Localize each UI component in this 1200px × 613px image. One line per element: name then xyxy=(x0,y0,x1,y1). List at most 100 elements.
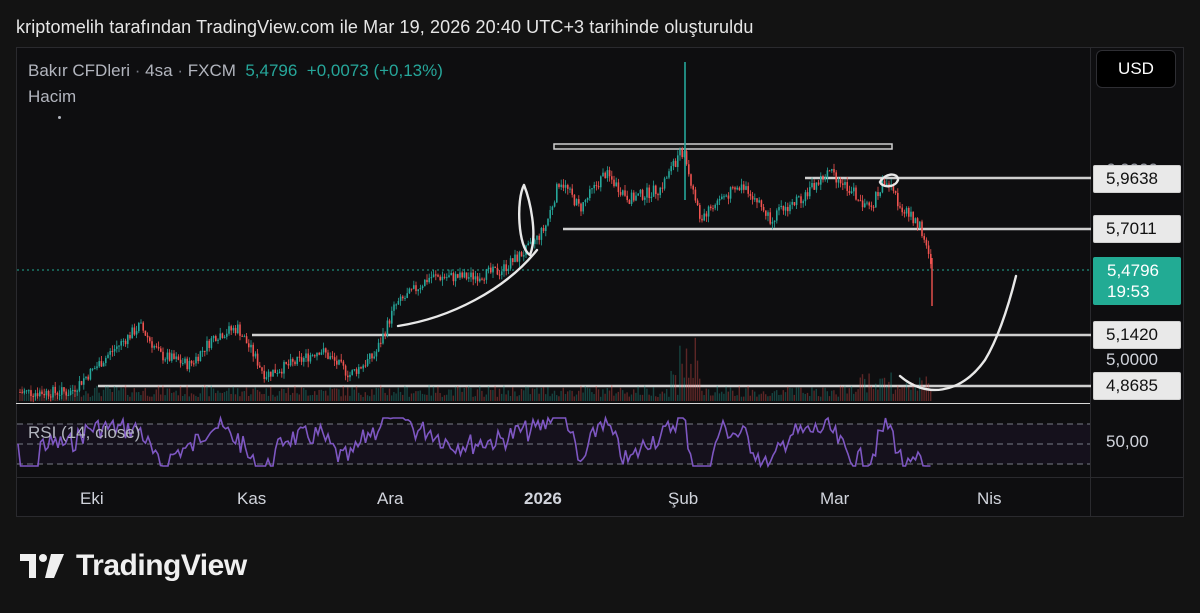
volume-bar xyxy=(347,387,349,401)
volume-bar xyxy=(646,388,648,401)
candle-body xyxy=(710,206,712,209)
volume-bar xyxy=(514,391,516,401)
volume-bar xyxy=(824,387,826,401)
candle-body xyxy=(43,393,45,396)
volume-bar xyxy=(916,390,919,401)
volume-bar xyxy=(743,396,745,401)
volume-bar xyxy=(166,388,168,401)
volume-bar xyxy=(789,387,791,401)
candle-body xyxy=(487,267,490,270)
candle-body xyxy=(45,390,48,396)
volume-bar xyxy=(399,391,402,401)
volume-bar xyxy=(877,389,879,401)
volume-legend[interactable]: Hacim xyxy=(28,87,77,106)
candle-body xyxy=(872,206,875,208)
candle-body xyxy=(388,320,391,324)
volume-bar xyxy=(498,388,501,401)
candle-body xyxy=(171,353,173,361)
volume-bar xyxy=(318,389,320,401)
candle-body xyxy=(540,227,543,240)
volume-bar xyxy=(595,385,597,401)
volume-bar xyxy=(600,396,602,401)
candle-body xyxy=(725,195,727,197)
volume-bar xyxy=(113,386,116,401)
volume-bar xyxy=(305,389,307,401)
volume-bar xyxy=(850,385,853,401)
candle-body xyxy=(265,377,268,380)
volume-bar xyxy=(320,389,322,401)
candle-body xyxy=(562,184,565,188)
price-tag-current[interactable]: 5,4796 19:53 xyxy=(1093,257,1181,305)
tradingview-logo-text: TradingView xyxy=(76,549,247,582)
candle-body xyxy=(919,221,921,228)
volume-bar xyxy=(833,390,835,401)
volume-bar xyxy=(771,393,773,401)
volume-bar xyxy=(366,395,369,401)
volume-bar xyxy=(234,394,237,401)
candle-body xyxy=(124,340,127,345)
candle-body xyxy=(538,235,540,240)
candle-body xyxy=(690,174,692,186)
candle-body xyxy=(305,353,307,358)
price-tag-level-5[interactable]: 4,8685 xyxy=(1093,372,1181,400)
pane-separator[interactable] xyxy=(16,403,1090,404)
volume-bar xyxy=(828,396,831,401)
candle-body xyxy=(21,392,23,394)
candle-body xyxy=(600,176,602,188)
volume-bar xyxy=(256,389,259,401)
volume-bar xyxy=(811,387,813,401)
volume-bar xyxy=(927,383,930,401)
candle-body xyxy=(419,287,422,290)
volume-bar xyxy=(844,385,846,401)
candle-body xyxy=(340,359,342,362)
candle-body xyxy=(630,192,633,204)
legend-interval[interactable]: 4sa xyxy=(145,61,173,80)
currency-button[interactable]: USD xyxy=(1096,50,1176,88)
candle-body xyxy=(393,304,395,311)
candle-body xyxy=(509,258,512,269)
symbol-legend[interactable]: Bakır CFDleri · 4sa · FXCM 5,4796 +0,007… xyxy=(28,61,443,81)
candle-body xyxy=(162,351,164,361)
volume-bar xyxy=(151,396,153,401)
volume-bar xyxy=(333,388,336,401)
candle-body xyxy=(188,360,191,370)
volume-bar xyxy=(683,377,685,401)
volume-bar xyxy=(292,392,294,401)
volume-bar xyxy=(875,383,877,401)
candle-body xyxy=(417,289,419,292)
candle-body xyxy=(659,187,661,196)
candle-body xyxy=(619,192,622,195)
volume-bar xyxy=(369,396,371,401)
candle-body xyxy=(243,336,246,338)
rsi-legend[interactable]: RSI (14, close) xyxy=(28,423,141,442)
volume-bar xyxy=(707,389,710,401)
volume-bar xyxy=(580,385,582,401)
price-tag-level-2[interactable]: 5,7011 xyxy=(1093,215,1181,243)
candle-body xyxy=(527,243,529,246)
volume-bar xyxy=(681,363,683,401)
volume-bar xyxy=(221,393,223,401)
volume-bar xyxy=(406,387,408,401)
volume-bar xyxy=(410,393,413,401)
candle-body xyxy=(366,359,369,366)
tradingview-logo[interactable]: TradingView xyxy=(18,549,247,583)
candle-body xyxy=(681,149,683,158)
volume-bar xyxy=(866,392,868,401)
price-tag-level-3[interactable]: 5,1420 xyxy=(1093,321,1181,349)
candle-body xyxy=(485,269,488,280)
volume-bar xyxy=(685,348,688,401)
price-tag-level-1[interactable]: 5,9638 xyxy=(1093,165,1181,193)
candle-body xyxy=(857,199,859,201)
candle-body xyxy=(545,225,547,232)
candle-body xyxy=(921,221,923,237)
volume-bar xyxy=(817,396,820,401)
volume-bar xyxy=(311,395,314,401)
candle-body xyxy=(804,192,807,202)
volume-bar xyxy=(157,385,160,401)
candle-body xyxy=(325,348,327,353)
legend-symbol[interactable]: Bakır CFDleri xyxy=(28,61,131,80)
candle-body xyxy=(287,363,290,366)
candle-body xyxy=(457,274,459,278)
candle-body xyxy=(474,276,477,280)
